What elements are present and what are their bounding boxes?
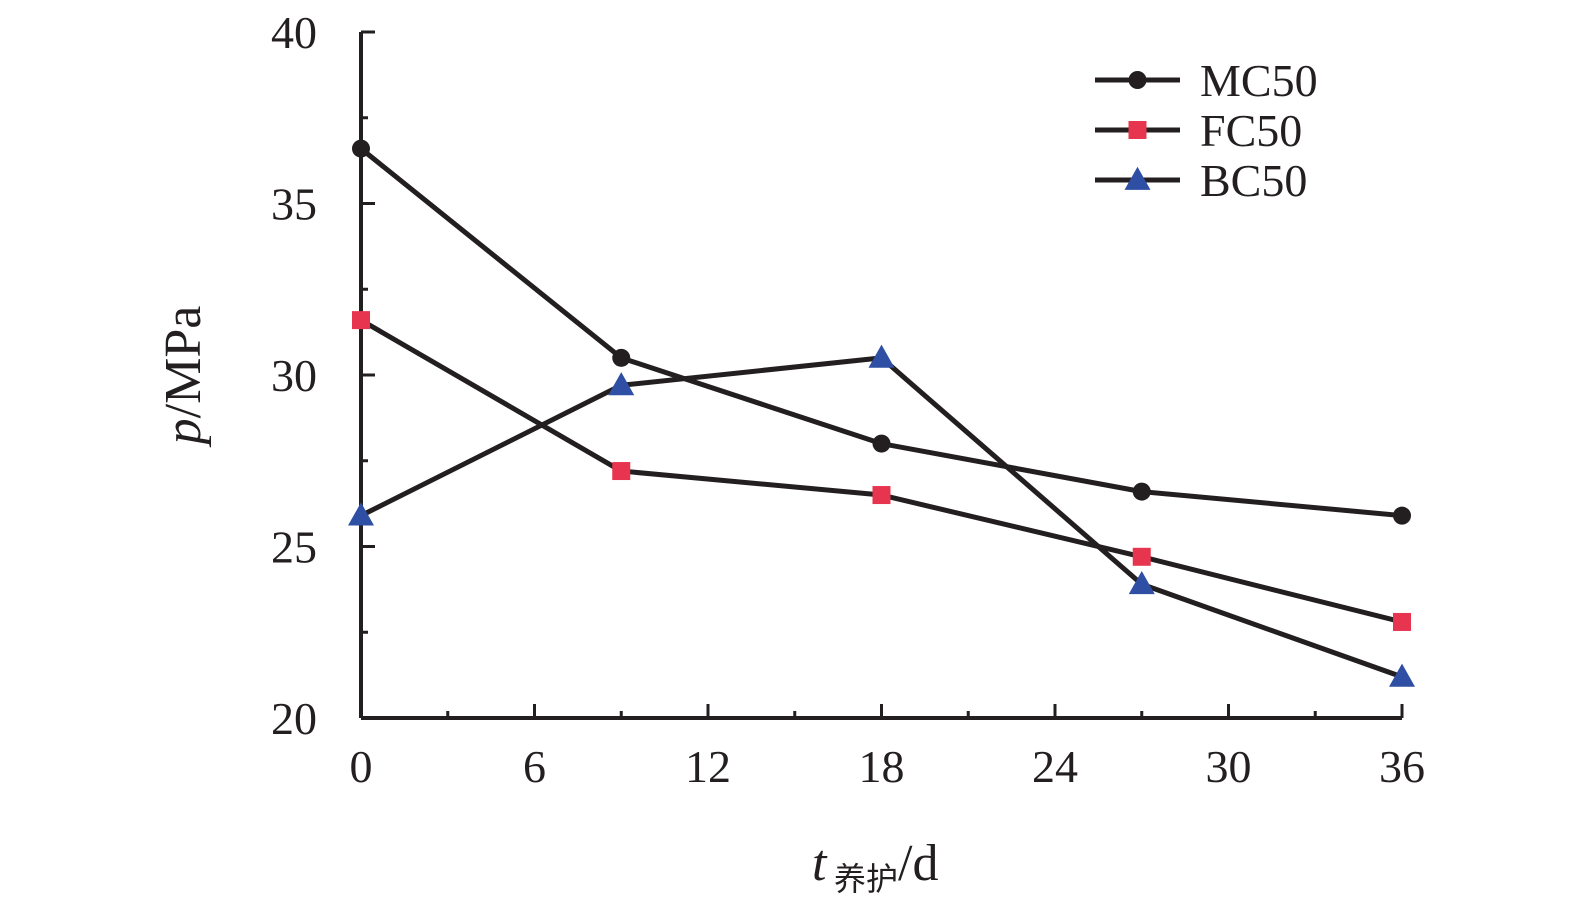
y-axis-title: p/MPa: [155, 306, 212, 449]
data-point-fc50: [1393, 612, 1411, 631]
x-tick-label: 36: [1379, 741, 1425, 792]
legend-item-bc50: BC50: [1095, 155, 1307, 206]
x-tick-label: 18: [859, 741, 905, 792]
x-tick-label: 0: [350, 741, 373, 792]
data-point-mc50: [1393, 506, 1411, 525]
x-tick-label: 24: [1032, 741, 1078, 792]
legend-label: BC50: [1200, 155, 1307, 206]
series-bc50: [348, 344, 1415, 687]
x-axis-variable: t: [812, 835, 828, 892]
data-point-fc50: [872, 486, 891, 505]
series-mc50: [352, 139, 1411, 525]
data-point-mc50: [872, 434, 891, 453]
y-tick-label: 25: [271, 522, 317, 573]
data-point-fc50: [1132, 547, 1151, 566]
legend-label: FC50: [1200, 105, 1302, 156]
data-point-mc50: [352, 139, 370, 158]
y-tick-label: 35: [271, 179, 317, 230]
x-axis-title: t 养护 /d: [812, 835, 938, 898]
data-point-mc50: [1132, 482, 1151, 501]
y-axis-variable: p: [155, 418, 212, 448]
data-point-fc50: [612, 462, 631, 481]
x-tick-label: 30: [1206, 741, 1252, 792]
y-axis-unit: /MPa: [155, 306, 212, 419]
tick-labels: 0 6 12 18 24 30 36 20 25 30 35 40: [271, 7, 1425, 792]
data-point-bc50: [868, 344, 895, 368]
y-tick-label: 20: [271, 693, 317, 744]
y-tick-label: 40: [271, 7, 317, 58]
data-point-bc50: [1128, 571, 1155, 595]
series-fc50: [352, 311, 1411, 631]
x-axis-unit: /d: [898, 835, 938, 892]
legend-marker-mc50: [1128, 71, 1147, 89]
ticks: [359, 30, 1404, 720]
legend-marker-fc50: [1128, 121, 1147, 139]
x-tick-label: 12: [685, 741, 731, 792]
legend-label: MC50: [1200, 55, 1318, 106]
data-point-bc50: [608, 372, 635, 396]
data-point-mc50: [612, 348, 631, 367]
series-line-bc50: [359, 355, 1403, 680]
x-axis-subscript: 养护: [834, 860, 898, 898]
y-tick-label: 30: [271, 350, 317, 401]
data-point-bc50: [1389, 663, 1415, 687]
data-point-bc50: [348, 502, 374, 526]
legend-item-fc50: FC50: [1095, 105, 1302, 156]
legend-marker-bc50: [1124, 166, 1151, 190]
series-layer: [348, 139, 1415, 687]
x-tick-label: 6: [523, 741, 546, 792]
data-point-fc50: [352, 311, 370, 330]
legend-item-mc50: MC50: [1095, 55, 1318, 106]
